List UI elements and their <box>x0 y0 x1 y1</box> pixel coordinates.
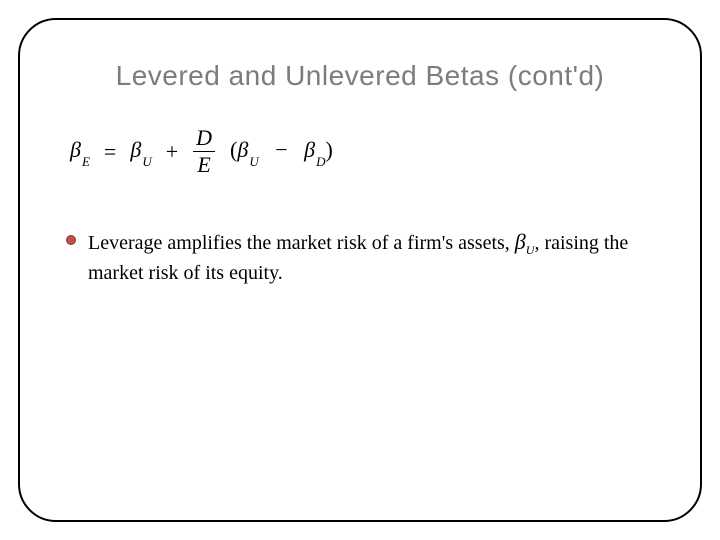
eq-term1: βU <box>130 137 151 166</box>
eq-fraction: D E <box>192 127 216 176</box>
eq-term1-sub: U <box>142 154 151 169</box>
eq-term2-sub: U <box>249 154 258 169</box>
eq-plus: + <box>166 139 178 165</box>
slide-title: Levered and Unlevered Betas (cont'd) <box>60 60 660 92</box>
eq-lhs: βE <box>70 137 90 166</box>
eq-term3-sub: D <box>316 154 325 169</box>
bullet-text-before: Leverage amplifies the market risk of a … <box>88 232 515 254</box>
eq-rparen: ) <box>325 137 332 162</box>
eq-frac-den: E <box>193 151 214 176</box>
eq-minus: − <box>275 137 287 162</box>
slide-frame: Levered and Unlevered Betas (cont'd) βE … <box>18 18 702 522</box>
bullet-marker-icon <box>66 235 76 245</box>
bullet-text: Leverage amplifies the market risk of a … <box>88 226 660 288</box>
beta-symbol: β <box>304 137 315 162</box>
eq-equals: = <box>104 139 116 165</box>
eq-lhs-sub: E <box>82 154 90 169</box>
bullet-item: Leverage amplifies the market risk of a … <box>66 226 660 288</box>
beta-symbol: β <box>130 137 141 162</box>
beta-symbol: β <box>237 137 248 162</box>
eq-frac-num: D <box>192 127 216 151</box>
beta-equation: βE = βU + D E (βU − βD) <box>70 127 660 176</box>
beta-symbol: β <box>515 229 526 254</box>
eq-paren-group: (βU − βD) <box>230 137 333 166</box>
beta-symbol: β <box>70 137 81 162</box>
